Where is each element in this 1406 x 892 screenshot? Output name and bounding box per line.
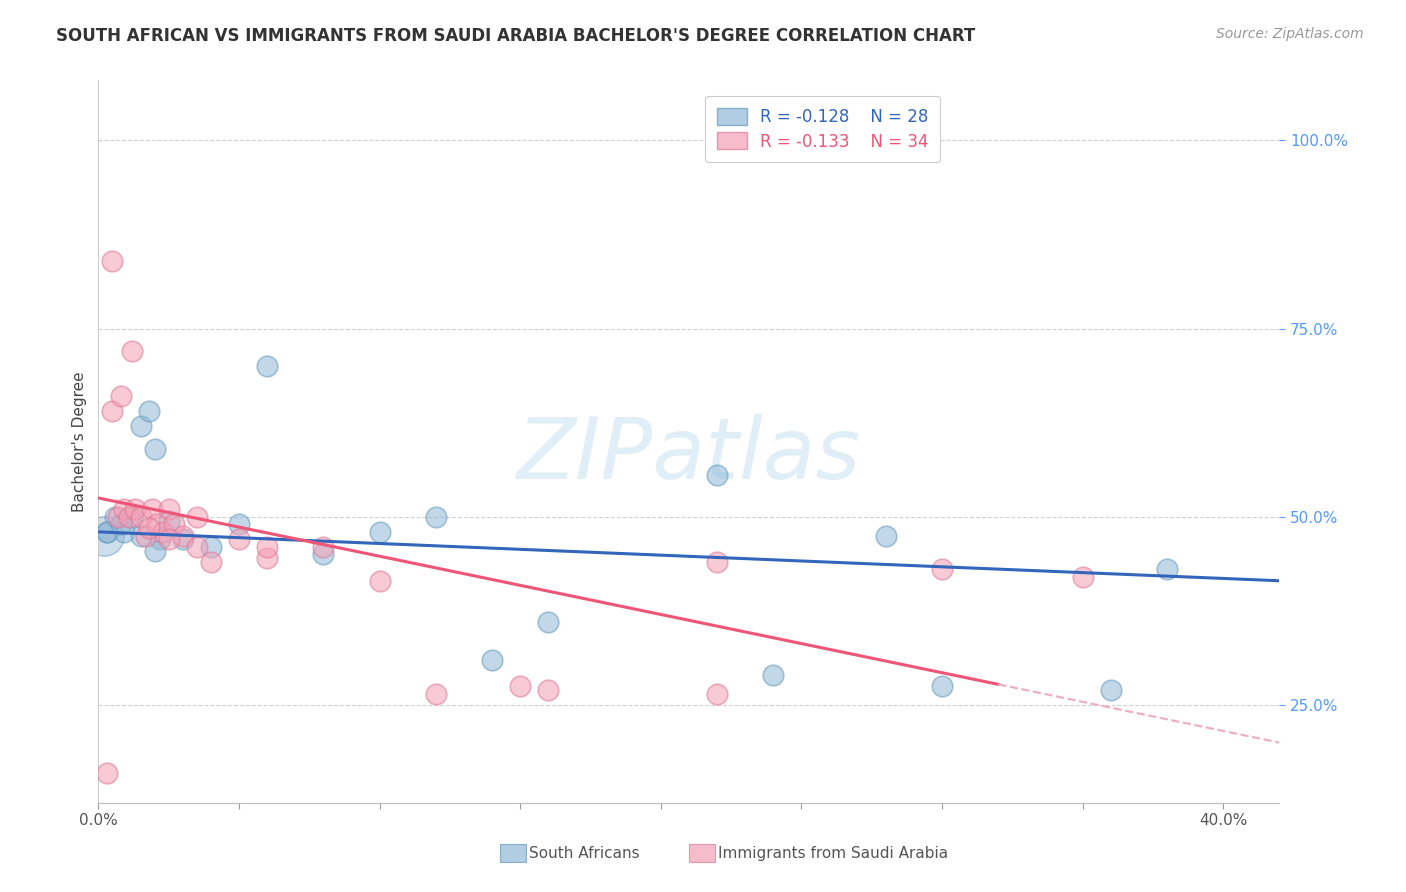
Point [96,524,118,539]
Point [157,514,180,528]
Point [143,543,166,558]
Point [157,502,180,516]
Point [875,528,897,542]
Point [537,615,560,630]
Point [112,524,135,539]
Point [1071,570,1094,584]
Point [256,359,278,374]
Point [93,528,115,542]
Point [312,540,335,554]
Point [1156,562,1178,576]
Point [104,509,127,524]
Point [762,668,785,682]
Point [537,682,560,697]
Point [200,540,222,554]
Point [172,528,194,542]
Point [138,404,160,418]
Point [706,555,728,569]
Point [121,509,143,524]
Point [368,574,391,588]
Point [172,533,194,547]
Point [186,540,208,554]
Point [256,540,278,554]
Point [228,533,250,547]
Point [149,533,172,547]
Point [157,533,180,547]
Point [509,679,531,693]
Point [931,562,953,576]
Point [425,687,447,701]
Point [312,548,335,562]
Point [1099,682,1122,697]
Point [146,517,169,532]
Point [186,509,208,524]
Text: South Africans: South Africans [530,846,640,861]
Point [129,528,152,542]
Text: SOUTH AFRICAN VS IMMIGRANTS FROM SAUDI ARABIA BACHELOR'S DEGREE CORRELATION CHAR: SOUTH AFRICAN VS IMMIGRANTS FROM SAUDI A… [56,27,976,45]
FancyBboxPatch shape [689,845,714,863]
Point [129,419,152,434]
Point [425,509,447,524]
Point [368,524,391,539]
FancyBboxPatch shape [501,845,526,863]
Point [141,502,163,516]
Text: Source: ZipAtlas.com: Source: ZipAtlas.com [1216,27,1364,41]
Point [706,468,728,483]
Point [481,653,503,667]
Point [129,509,152,524]
Legend: R = -0.128    N = 28, R = -0.133    N = 34: R = -0.128 N = 28, R = -0.133 N = 34 [706,95,941,162]
Point [706,687,728,701]
Point [96,524,118,539]
Point [121,344,143,359]
Point [143,442,166,456]
Text: Immigrants from Saudi Arabia: Immigrants from Saudi Arabia [718,846,949,861]
Point [110,389,132,403]
Point [96,765,118,780]
Y-axis label: Bachelor's Degree: Bachelor's Degree [72,371,87,512]
Point [101,254,124,268]
Point [138,521,160,535]
Point [200,555,222,569]
Point [112,502,135,516]
Point [256,551,278,566]
Text: ZIPatlas: ZIPatlas [517,415,860,498]
Point [163,517,186,532]
Point [101,404,124,418]
Point [124,502,146,516]
Point [228,517,250,532]
Point [135,528,157,542]
Point [110,517,132,532]
Point [152,524,174,539]
Point [107,509,129,524]
Point [118,509,141,524]
Point [931,679,953,693]
